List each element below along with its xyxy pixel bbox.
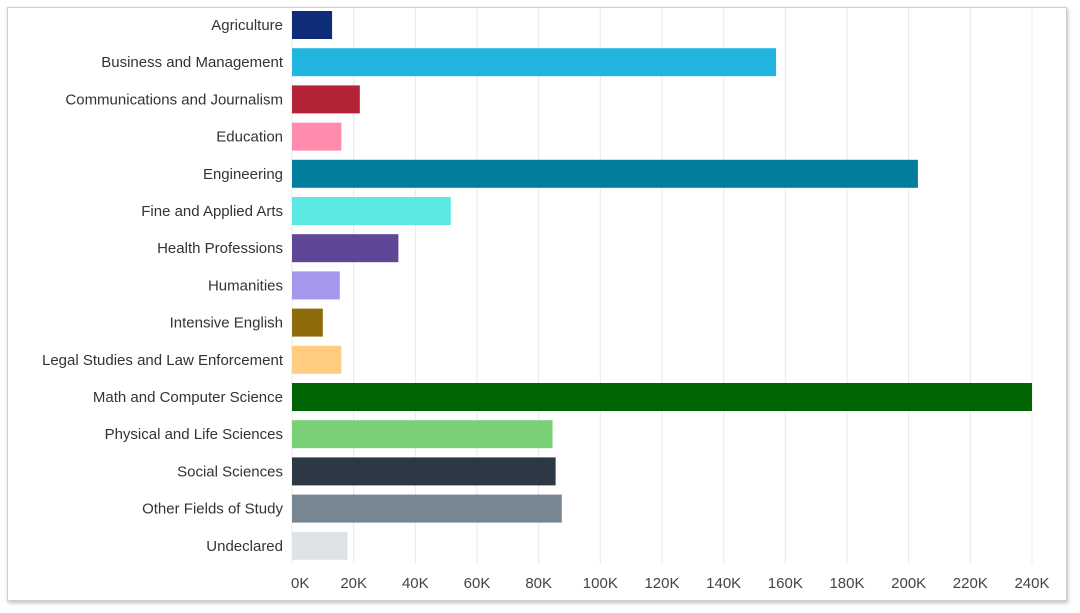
bar[interactable] (292, 159, 918, 188)
x-tick-label: 220K (953, 575, 988, 592)
category-label: Communications and Journalism (65, 91, 283, 108)
category-label: Physical and Life Sciences (105, 426, 283, 443)
bar[interactable] (292, 11, 333, 39)
x-tick-label: 120K (644, 575, 679, 592)
bars (292, 11, 1032, 560)
bar[interactable] (292, 308, 323, 337)
bar[interactable] (292, 122, 342, 151)
x-tick-label: 240K (1014, 575, 1049, 592)
category-label: Undeclared (206, 538, 283, 555)
x-tick-label: 0K (291, 575, 309, 592)
category-label: Education (216, 129, 283, 146)
bar[interactable] (292, 457, 556, 486)
bar[interactable] (292, 345, 342, 374)
bar[interactable] (292, 494, 562, 523)
x-tick-label: 20K (340, 575, 367, 592)
x-tick-label: 140K (706, 575, 741, 592)
category-label: Agriculture (211, 17, 283, 34)
category-label: Humanities (208, 277, 283, 294)
category-label: Fine and Applied Arts (141, 203, 283, 220)
category-label: Business and Management (101, 54, 284, 71)
x-axis-ticks: 0K 20K 40K 60K 80K 100K 120K 140K 160K 180K 200K 22… (291, 575, 1050, 592)
category-label: Engineering (203, 166, 283, 183)
bar[interactable] (292, 48, 777, 77)
category-labels: Agriculture Business and Management Commun… (42, 17, 284, 555)
category-label: Math and Computer Science (93, 389, 283, 406)
x-tick-label: 200K (891, 575, 926, 592)
bar[interactable] (292, 531, 348, 560)
x-tick-label: 180K (829, 575, 864, 592)
x-tick-label: 100K (583, 575, 618, 592)
bar[interactable] (292, 197, 451, 225)
x-tick-label: 40K (402, 575, 429, 592)
x-tick-label: 60K (464, 575, 491, 592)
bar[interactable] (292, 420, 553, 449)
bar[interactable] (292, 85, 360, 114)
category-label: Health Professions (157, 240, 283, 257)
bar[interactable] (292, 234, 399, 263)
x-tick-label: 80K (525, 575, 552, 592)
bar[interactable] (292, 271, 340, 300)
category-label: Intensive English (170, 315, 283, 332)
category-label: Social Sciences (177, 463, 283, 480)
bar[interactable] (292, 383, 1032, 411)
category-label: Other Fields of Study (142, 501, 283, 518)
category-label: Legal Studies and Law Enforcement (42, 352, 284, 369)
x-tick-label: 160K (768, 575, 803, 592)
